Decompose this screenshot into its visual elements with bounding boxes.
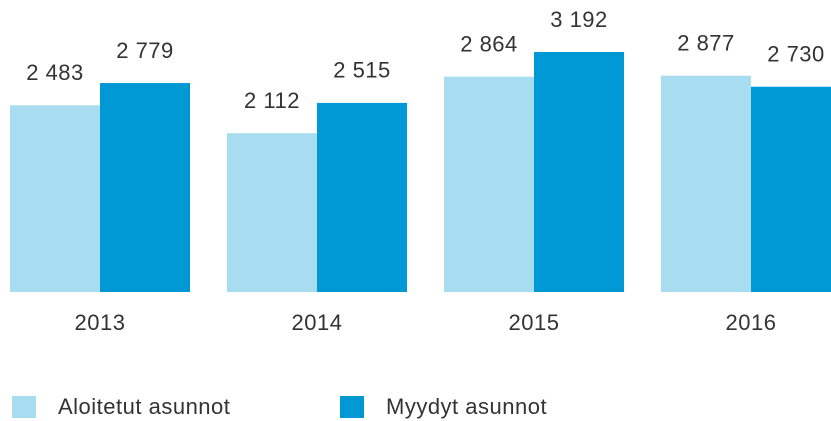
bar xyxy=(444,76,534,292)
value-label: 2 483 xyxy=(26,60,84,85)
bar xyxy=(317,102,407,292)
bar xyxy=(661,75,751,293)
bar xyxy=(100,83,190,292)
x-tick-label: 2015 xyxy=(509,310,560,335)
bar xyxy=(227,133,317,292)
bar xyxy=(751,86,831,292)
bar xyxy=(10,105,100,292)
value-label: 2 730 xyxy=(767,42,825,67)
x-tick-label: 2014 xyxy=(292,310,343,335)
legend-swatch xyxy=(340,396,364,418)
legend-label: Myydyt asunnot xyxy=(386,394,547,419)
value-label: 2 779 xyxy=(116,38,174,63)
x-tick-label: 2013 xyxy=(75,310,126,335)
value-label: 3 192 xyxy=(550,7,608,32)
value-label: 2 515 xyxy=(333,58,391,83)
value-label: 2 112 xyxy=(244,88,300,113)
value-label: 2 877 xyxy=(677,30,735,55)
x-tick-label: 2016 xyxy=(726,310,777,335)
legend-label: Aloitetut asunnot xyxy=(58,394,230,419)
legend-swatch xyxy=(12,396,36,418)
value-label: 2 864 xyxy=(460,31,518,56)
bar xyxy=(534,52,624,292)
